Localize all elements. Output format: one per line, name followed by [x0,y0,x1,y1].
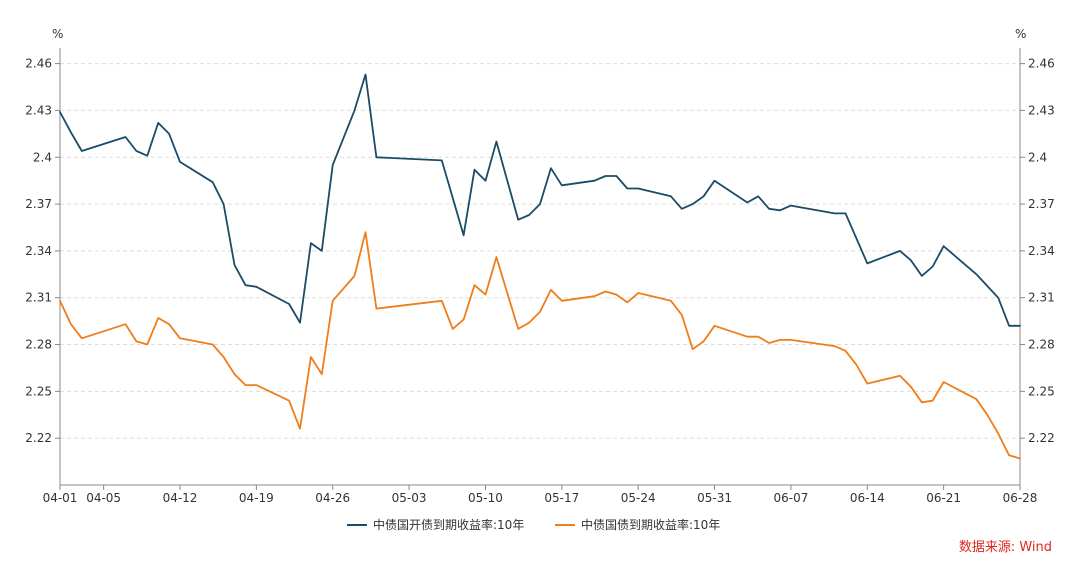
legend-label-treasury: 中债国债到期收益率:10年 [581,517,720,532]
left-y-tick-label: 2.31 [25,291,52,305]
right-y-tick-label: 2.22 [1028,431,1055,445]
x-tick-label: 04-01 [43,491,78,505]
left-y-tick-label: 2.25 [25,384,52,398]
right-y-tick-label: 2.31 [1028,291,1055,305]
right-y-tick-label: 2.43 [1028,103,1055,117]
left-y-tick-label: 2.43 [25,103,52,117]
axes [59,48,1021,486]
data-source-note: 数据来源: Wind [959,540,1052,555]
legend: 中债国开债到期收益率:10年 中债国债到期收益率:10年 [347,517,720,532]
x-tick-label: 05-31 [697,491,732,505]
left-y-tick-label: 2.4 [33,150,52,164]
x-tick-label: 05-10 [468,491,503,505]
series-line-treasury [59,231,1021,460]
right-y-tick-label: 2.46 [1028,57,1055,71]
x-tick-label: 04-12 [163,491,198,505]
x-tick-label: 05-03 [392,491,427,505]
right-y-tick-label: 2.25 [1028,384,1055,398]
right-y-tick-label: 2.28 [1028,338,1055,352]
x-tick-labels: 04-01 04-05 04-12 04-19 04-26 05-03 05-10 05-17… [43,485,1038,505]
x-tick-label: 04-26 [315,491,350,505]
x-tick-label: 04-19 [239,491,274,505]
left-y-unit-label: % [52,27,63,41]
x-tick-label: 05-17 [544,491,579,505]
x-tick-label: 04-05 [86,491,121,505]
right-y-tick-label: 2.37 [1028,197,1055,211]
legend-label-cdb: 中债国开债到期收益率:10年 [373,517,524,532]
left-y-tick-label: 2.46 [25,57,52,71]
legend-item-cdb[interactable]: 中债国开债到期收益率:10年 [347,517,524,532]
left-y-tick-label: 2.22 [25,431,52,445]
right-y-unit-label: % [1015,27,1026,41]
x-tick-label: 06-21 [926,491,961,505]
x-tick-label: 05-24 [621,491,656,505]
series-line-cdb [59,73,1021,327]
right-y-tick-labels: 2.46 2.43 2.4 2.37 2.34 2.31 2.28 2.25 2.22 [1020,57,1055,445]
x-tick-label: 06-14 [850,491,885,505]
right-y-tick-label: 2.34 [1028,244,1055,258]
series-lines [59,73,1021,460]
left-y-tick-labels: 2.46 2.43 2.4 2.37 2.34 2.31 2.28 2.25 2.22 [25,57,60,445]
left-y-tick-label: 2.37 [25,197,52,211]
x-tick-label: 06-28 [1003,491,1038,505]
legend-item-treasury[interactable]: 中债国债到期收益率:10年 [555,517,720,532]
left-y-tick-label: 2.34 [25,244,52,258]
x-tick-label: 06-07 [773,491,808,505]
left-y-tick-label: 2.28 [25,338,52,352]
right-y-tick-label: 2.4 [1028,150,1047,164]
